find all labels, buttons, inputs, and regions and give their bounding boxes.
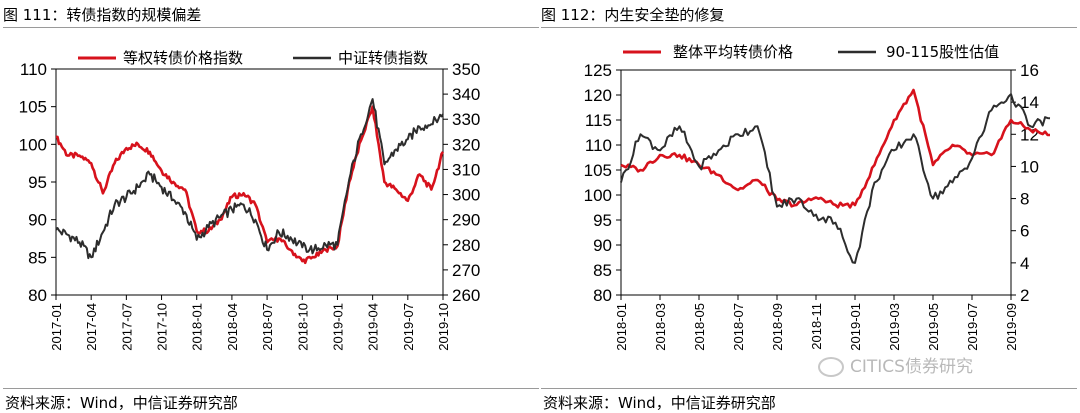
- y-right-tick-label: 16: [1020, 61, 1039, 80]
- y-right-tick-label: 2: [1020, 286, 1029, 305]
- y-right-tick-label: 260: [452, 286, 480, 305]
- y-right-tick-label: 6: [1020, 222, 1029, 241]
- figure-title: 图 112：内生安全垫的修复: [541, 6, 725, 24]
- y-right-tick-label: 310: [452, 160, 480, 179]
- x-tick-label: 2019-01: [848, 303, 863, 351]
- watermark-text: CITICS债券研究: [850, 357, 973, 377]
- y-left-tick-label: 110: [585, 136, 612, 155]
- y-right-tick-label: 340: [452, 85, 480, 104]
- watermark: CITICS债券研究: [818, 352, 973, 377]
- y-right-tick-label: 14: [1020, 93, 1039, 112]
- y-right-tick-label: 4: [1020, 254, 1029, 273]
- x-tick-label: 2019-07: [965, 303, 980, 351]
- y-right-tick-label: 270: [452, 261, 480, 280]
- legend-label: 中证转债指数: [338, 49, 428, 67]
- y-left-tick-label: 85: [593, 261, 612, 280]
- x-tick-label: 2018-10: [295, 303, 310, 351]
- y-left-tick-label: 90: [28, 211, 47, 230]
- x-tick-label: 2019-04: [366, 303, 381, 351]
- y-left-tick-label: 90: [593, 236, 612, 255]
- x-tick-label: 2018-04: [225, 303, 240, 351]
- x-tick-label: 2018-05: [692, 303, 707, 351]
- source-note: 资料来源：Wind，中信证券研究部: [5, 394, 238, 412]
- x-tick-label: 2019-10: [436, 303, 451, 351]
- x-tick-label: 2018-09: [770, 303, 785, 351]
- y-right-tick-label: 10: [1020, 157, 1039, 176]
- x-tick-label: 2019-05: [926, 303, 941, 351]
- x-tick-label: 2017-10: [155, 303, 170, 351]
- y-left-tick-label: 105: [584, 161, 612, 180]
- y-right-tick-label: 300: [452, 186, 480, 205]
- y-left-tick-label: 100: [19, 135, 47, 154]
- x-tick-label: 2018-07: [731, 303, 746, 351]
- series-line-left-axis: [620, 88, 1050, 209]
- x-tick-label: 2018-01: [190, 303, 205, 351]
- series-line-left-axis: [55, 105, 445, 265]
- y-left-tick-label: 120: [584, 86, 612, 105]
- y-left-tick-label: 80: [593, 286, 612, 305]
- series-line-right-axis: [55, 98, 444, 260]
- y-left-tick-label: 95: [593, 211, 612, 230]
- x-tick-label: 2019-07: [401, 303, 416, 351]
- source-divider: [541, 388, 1077, 389]
- x-tick-label: 2019-01: [330, 303, 345, 351]
- y-right-tick-label: 280: [452, 236, 480, 255]
- x-tick-label: 2017-01: [49, 303, 64, 351]
- y-left-tick-label: 85: [28, 248, 47, 267]
- title-divider: [541, 27, 1077, 28]
- chart-svg: 80 85 90 95 100 105 110 260 270 280 290 300 310 320 33…: [19, 49, 481, 351]
- y-left-tick-label: 105: [19, 98, 47, 117]
- x-tick-label: 2018-03: [653, 303, 668, 351]
- x-tick-label: 2018-01: [614, 303, 629, 351]
- y-left-tick-label: 115: [585, 111, 612, 130]
- chart-panel-left: 图 111：转债指数的规模偏差 80 85 90 95 100 105 110 260 270 2…: [3, 0, 539, 413]
- series-line-right-axis: [620, 93, 1051, 264]
- legend-label: 整体平均转债价格: [673, 43, 793, 61]
- y-left-tick-label: 80: [28, 286, 47, 305]
- y-left-tick-label: 100: [584, 186, 612, 205]
- y-left-tick-label: 110: [20, 60, 47, 79]
- legend-label: 等权转债价格指数: [123, 49, 243, 67]
- chart-svg: 8085909510010511011512012524681012141620…: [584, 43, 1051, 351]
- x-tick-label: 2018-07: [260, 303, 275, 351]
- y-right-tick-label: 350: [452, 60, 480, 79]
- source-divider: [3, 388, 539, 389]
- x-tick-label: 2018-11: [809, 303, 824, 350]
- y-right-tick-label: 320: [452, 135, 480, 154]
- x-tick-label: 2017-07: [119, 303, 134, 351]
- legend-label: 90-115股性估值: [886, 43, 999, 61]
- y-right-tick-label: 8: [1020, 190, 1029, 209]
- y-right-tick-label: 290: [452, 211, 480, 230]
- y-right-tick-label: 330: [452, 110, 480, 129]
- x-tick-label: 2017-04: [84, 303, 99, 351]
- x-tick-label: 2019-09: [1004, 303, 1019, 351]
- y-left-tick-label: 125: [584, 61, 612, 80]
- source-note: 资料来源：Wind，中信证券研究部: [543, 394, 776, 412]
- y-left-tick-label: 95: [28, 173, 47, 192]
- title-divider: [3, 27, 539, 28]
- chart-panel-right: 图 112：内生安全垫的修复 80 85 90 95 100 105 110 115 120 12…: [541, 0, 1077, 413]
- x-tick-label: 2019-03: [887, 303, 902, 351]
- figure-title: 图 111：转债指数的规模偏差: [3, 6, 202, 24]
- wechat-icon: [818, 357, 844, 377]
